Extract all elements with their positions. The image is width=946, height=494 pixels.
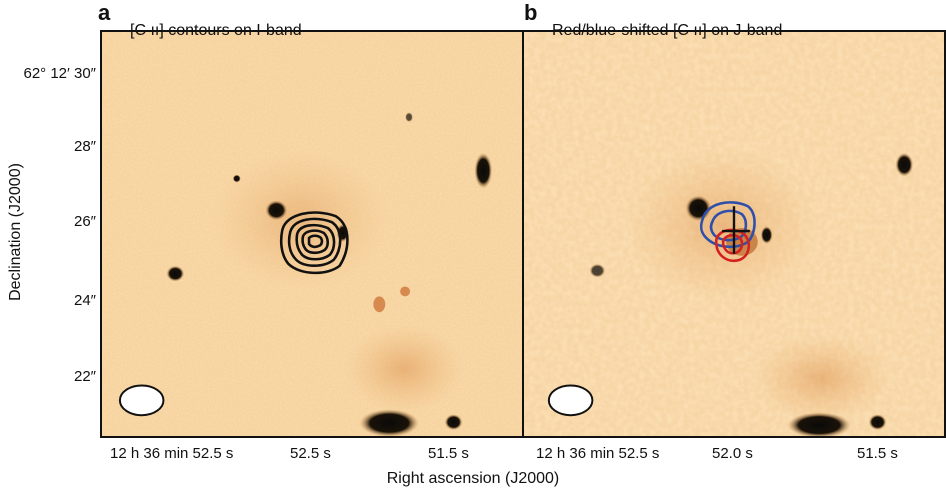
y-tick-label: 26″ (74, 213, 96, 230)
panel-a-letter: a (98, 0, 111, 25)
source-blob (787, 412, 851, 436)
source-blob (166, 265, 185, 282)
panel-a-svg (102, 32, 522, 436)
source-blob (265, 200, 288, 221)
source-blob (400, 286, 411, 297)
beam-ellipse (118, 384, 165, 417)
panel-a-title: [C ıı] contours on I-band (130, 22, 302, 39)
source-blob (444, 414, 463, 431)
y-tick-label: 62° 12′ 30″ (23, 65, 96, 82)
x-axis-label: Right ascension (J2000) (386, 470, 560, 487)
y-tick-label: 28″ (74, 138, 96, 155)
source-blob (760, 226, 773, 244)
cii-contours-black (279, 211, 349, 275)
x-tick-label: 52.5 s (290, 445, 331, 462)
source-blob (685, 195, 712, 222)
beam-ellipse (547, 384, 594, 417)
panel-b-letter: b (524, 0, 538, 25)
source-blob (405, 112, 413, 123)
source-blob (589, 263, 606, 278)
y-tick-label: 24″ (74, 292, 96, 309)
source-blob (373, 296, 386, 313)
x-tick-label: 12 h 36 min 52.5 s (110, 445, 234, 462)
x-tick-label: 12 h 36 min 52.5 s (536, 445, 660, 462)
x-tick-label: 52.0 s (712, 445, 753, 462)
y-axis-label: Declination (J2000) (7, 163, 24, 301)
source-blob (895, 152, 914, 177)
source-blob (359, 409, 419, 436)
y-tick-label: 22″ (74, 368, 96, 385)
x-tick-label: 51.5 s (428, 445, 469, 462)
source-blob (868, 414, 887, 431)
x-tick-label: 51.5 s (857, 445, 898, 462)
panel-b-image (522, 30, 946, 438)
panel-b-svg (524, 32, 944, 436)
position-cross (722, 206, 750, 254)
panel-b-title: Red/blue-shifted [C ıı] on J-band (552, 22, 783, 39)
source-blob (474, 152, 493, 189)
source-blob (232, 174, 241, 183)
panel-a-image (100, 30, 524, 438)
